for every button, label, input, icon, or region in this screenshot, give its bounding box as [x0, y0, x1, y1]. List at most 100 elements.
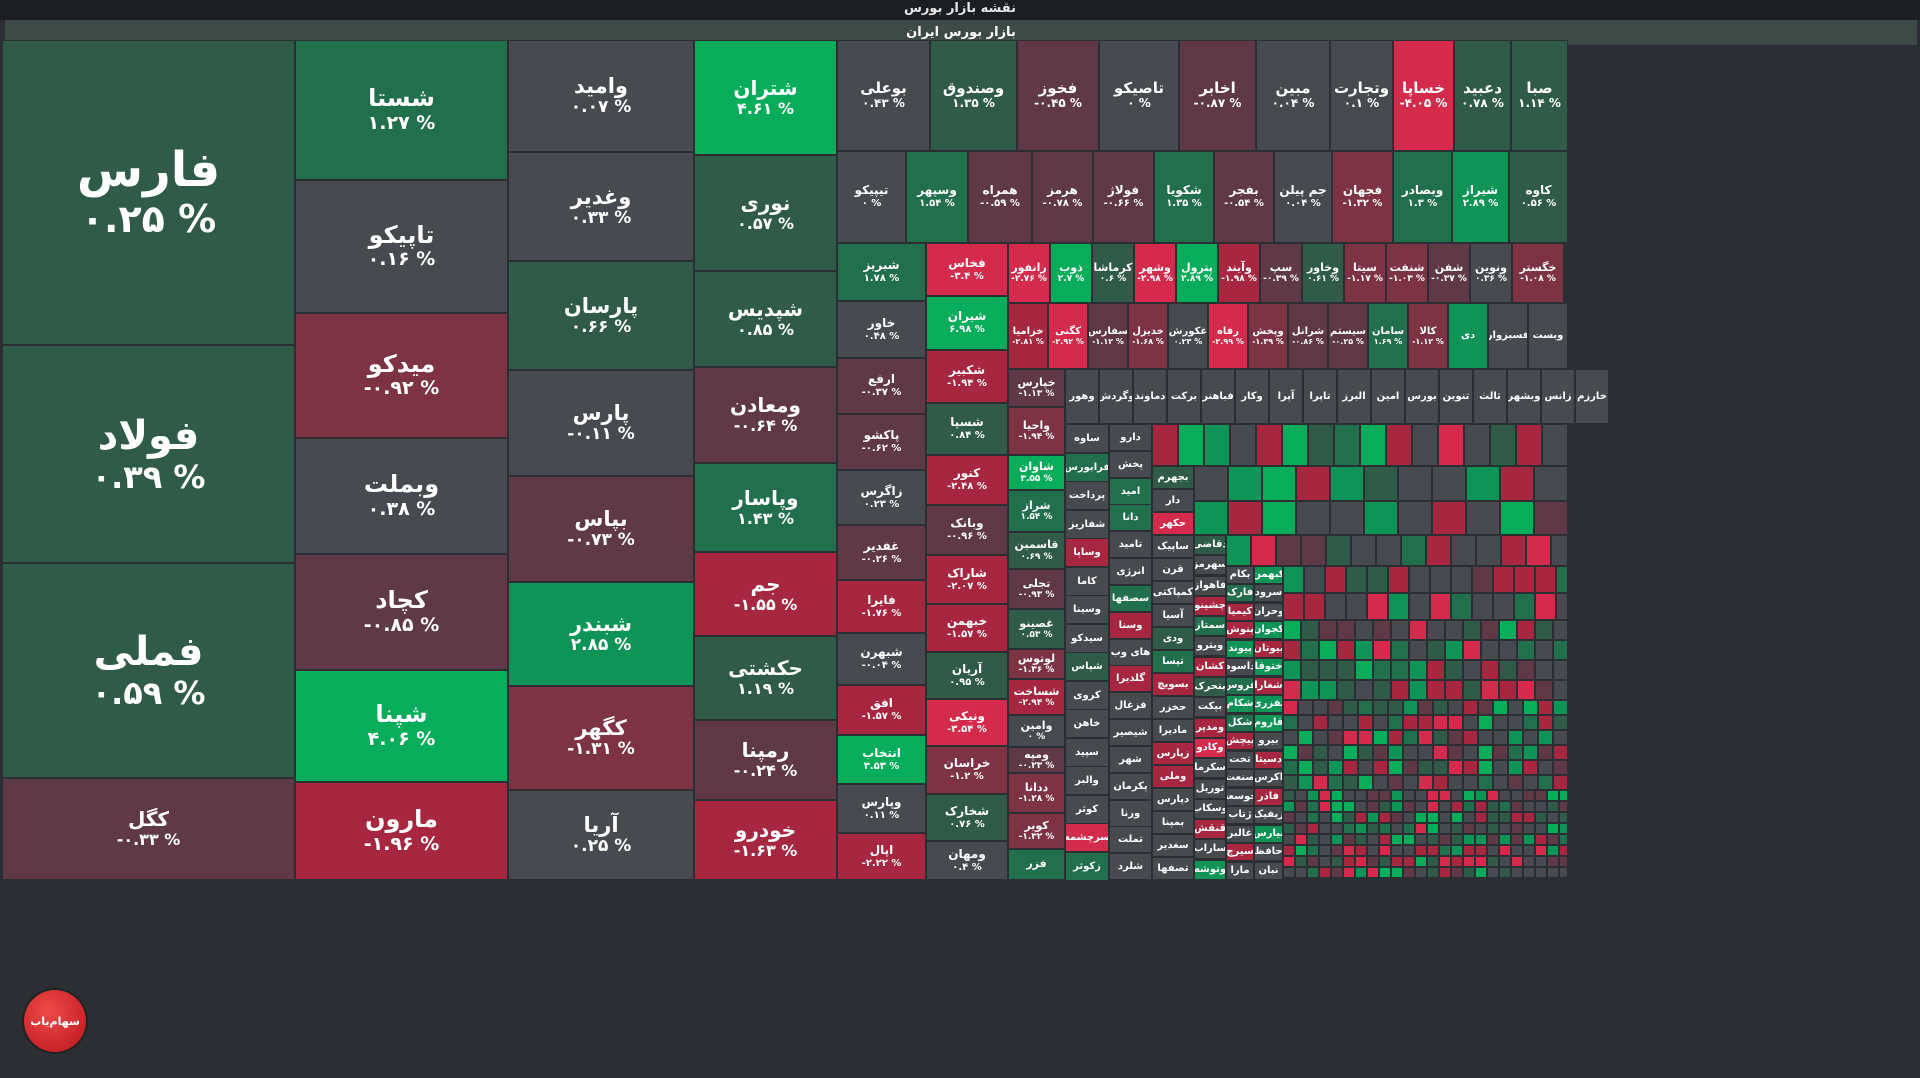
stock-tile-mini[interactable]: [1538, 730, 1553, 745]
stock-tile-mini[interactable]: [1358, 700, 1373, 715]
stock-tile-mini[interactable]: [1553, 730, 1568, 745]
stock-tile-mini[interactable]: [1451, 845, 1463, 856]
stock-tile-mini[interactable]: [1481, 660, 1499, 680]
stock-tile-mini[interactable]: نیارس: [1254, 825, 1283, 843]
stock-tile-mini[interactable]: [1367, 856, 1379, 867]
stock-tile-mini[interactable]: [1559, 834, 1568, 845]
stock-tile-mini[interactable]: [1391, 845, 1403, 856]
stock-tile-mini[interactable]: [1367, 834, 1379, 845]
stock-tile-mini[interactable]: [1535, 834, 1547, 845]
stock-tile[interactable]: شیراز ۲.۸۹ %: [1452, 151, 1509, 243]
stock-tile-mini[interactable]: [1427, 867, 1439, 878]
stock-tile-mini[interactable]: [1415, 845, 1427, 856]
stock-tile-mini[interactable]: شیصیر: [1109, 719, 1152, 746]
stock-tile[interactable]: خساپا -۴.۰۵ %: [1393, 40, 1454, 151]
stock-tile[interactable]: وخاور ۰.۶۱ %: [1302, 243, 1344, 303]
stock-tile-mini[interactable]: [1403, 867, 1415, 878]
stock-tile[interactable]: فولاژ -۰.۶۶ %: [1093, 151, 1154, 243]
stock-tile-mini[interactable]: کجوان: [1254, 621, 1283, 639]
stock-tile-mini[interactable]: [1523, 715, 1538, 730]
stock-tile-mini[interactable]: [1508, 700, 1523, 715]
stock-tile-mini[interactable]: [1523, 801, 1535, 812]
stock-tile-mini[interactable]: [1418, 715, 1433, 730]
stock-tile-mini[interactable]: [1403, 700, 1418, 715]
stock-tile-mini[interactable]: [1367, 593, 1388, 620]
stock-tile-mini[interactable]: [1334, 424, 1360, 466]
stock-tile-mini[interactable]: [1379, 845, 1391, 856]
stock-tile-mini[interactable]: [1499, 790, 1511, 801]
stock-tile[interactable]: فخاس -۳.۴ %: [926, 243, 1008, 296]
stock-tile-mini[interactable]: [1514, 566, 1535, 593]
stock-tile-mini[interactable]: سکرما: [1194, 758, 1226, 778]
stock-tile-mini[interactable]: [1538, 700, 1553, 715]
stock-tile-mini[interactable]: [1403, 856, 1415, 867]
stock-tile-mini[interactable]: سپید: [1065, 738, 1109, 767]
stock-tile-mini[interactable]: [1298, 760, 1313, 775]
stock-tile-mini[interactable]: [1418, 730, 1433, 745]
stock-tile-mini[interactable]: [1301, 680, 1319, 700]
stock-tile-mini[interactable]: [1427, 660, 1445, 680]
stock-tile-mini[interactable]: مارا: [1226, 862, 1254, 880]
stock-tile-mini[interactable]: [1283, 640, 1301, 660]
stock-tile[interactable]: میدکو -۰.۹۲ %: [295, 313, 508, 438]
stock-tile-mini[interactable]: [1283, 566, 1304, 593]
stock-tile-mini[interactable]: بجهرم: [1152, 466, 1194, 489]
stock-tile-mini[interactable]: [1409, 640, 1427, 660]
stock-tile-mini[interactable]: [1328, 715, 1343, 730]
stock-tile-mini[interactable]: [1463, 700, 1478, 715]
stock-tile-mini[interactable]: [1487, 867, 1499, 878]
stock-tile-mini[interactable]: [1466, 466, 1500, 501]
stock-tile-mini[interactable]: سغدیر: [1152, 834, 1194, 857]
stock-tile-mini[interactable]: بیوتان: [1254, 640, 1283, 658]
stock-tile-mini[interactable]: [1487, 801, 1499, 812]
stock-tile-mini[interactable]: دسیتا: [1254, 751, 1283, 769]
stock-tile-mini[interactable]: [1538, 760, 1553, 775]
stock-tile-mini[interactable]: [1283, 620, 1301, 640]
stock-tile-mini[interactable]: [1358, 760, 1373, 775]
stock-tile-mini[interactable]: دانا: [1109, 504, 1152, 531]
stock-tile-mini[interactable]: داسوه: [1226, 658, 1254, 676]
stock-tile-mini[interactable]: [1296, 501, 1330, 535]
stock-tile-mini[interactable]: [1412, 424, 1438, 466]
stock-tile[interactable]: کگهر -۱.۳۱ %: [508, 686, 694, 790]
stock-tile-mini[interactable]: [1379, 856, 1391, 867]
stock-tile-mini[interactable]: [1476, 535, 1501, 566]
stock-tile-mini[interactable]: [1501, 535, 1526, 566]
stock-tile[interactable]: کالا -۱.۱۲ %: [1408, 303, 1448, 369]
stock-tile-mini[interactable]: [1535, 812, 1547, 823]
stock-tile-mini[interactable]: [1319, 845, 1331, 856]
stock-tile[interactable]: وامید ۰.۰۷ %: [508, 40, 694, 152]
stock-tile[interactable]: خبهمن -۱.۵۷ %: [926, 604, 1008, 652]
stock-tile-mini[interactable]: [1487, 845, 1499, 856]
stock-tile-mini[interactable]: [1401, 535, 1426, 566]
stock-tile-mini[interactable]: [1358, 730, 1373, 745]
stock-tile-mini[interactable]: [1481, 680, 1499, 700]
stock-tile-mini[interactable]: [1319, 834, 1331, 845]
stock-tile-mini[interactable]: وسکاب: [1194, 799, 1226, 819]
stock-tile-mini[interactable]: اکرس: [1254, 769, 1283, 787]
stock-tile-mini[interactable]: تپسا: [1152, 650, 1194, 673]
stock-tile-mini[interactable]: [1328, 730, 1343, 745]
stock-tile-mini[interactable]: مادیرا: [1152, 719, 1194, 742]
stock-tile-mini[interactable]: ثالث: [1473, 369, 1507, 424]
stock-tile-mini[interactable]: [1403, 812, 1415, 823]
stock-tile-mini[interactable]: [1535, 867, 1547, 878]
stock-tile-mini[interactable]: [1472, 566, 1493, 593]
stock-tile-mini[interactable]: [1439, 823, 1451, 834]
stock-tile-mini[interactable]: [1451, 834, 1463, 845]
stock-tile-mini[interactable]: [1439, 867, 1451, 878]
stock-tile-mini[interactable]: [1415, 856, 1427, 867]
stock-tile-mini[interactable]: کوثر: [1065, 795, 1109, 824]
stock-tile-mini[interactable]: [1478, 760, 1493, 775]
stock-tile-mini[interactable]: [1493, 775, 1508, 790]
stock-tile[interactable]: بپاس -۰.۷۳ %: [508, 476, 694, 582]
stock-tile-mini[interactable]: [1367, 823, 1379, 834]
stock-tile-mini[interactable]: [1403, 823, 1415, 834]
stock-tile-mini[interactable]: [1319, 660, 1337, 680]
stock-tile-mini[interactable]: [1464, 424, 1490, 466]
stock-tile-mini[interactable]: ساراب: [1194, 839, 1226, 859]
stock-tile[interactable]: افق -۱.۵۷ %: [837, 685, 926, 735]
stock-tile-mini[interactable]: [1355, 801, 1367, 812]
stock-tile-mini[interactable]: [1427, 801, 1439, 812]
stock-tile-mini[interactable]: [1535, 566, 1556, 593]
